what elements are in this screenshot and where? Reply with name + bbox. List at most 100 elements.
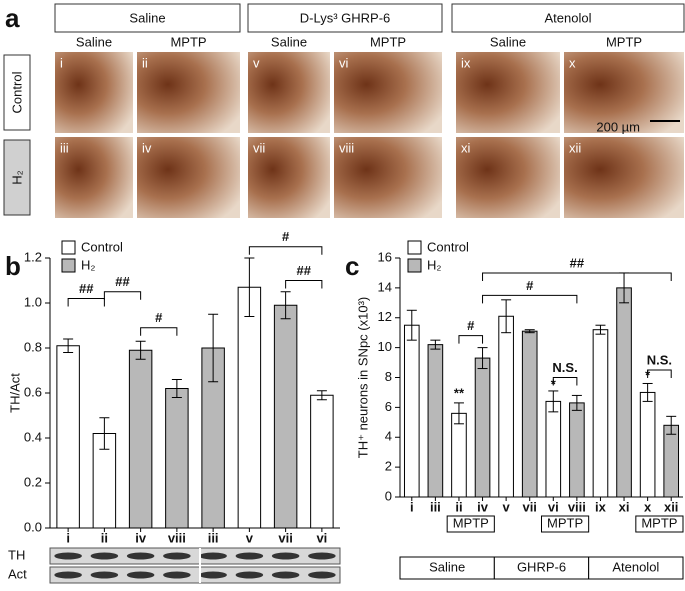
bar	[451, 412, 467, 498]
x-tick-label: xi	[619, 499, 630, 514]
blot-band	[163, 571, 191, 579]
scale-bar-label: 200 µm	[596, 119, 640, 134]
bar	[128, 349, 153, 529]
image-label: xi	[461, 140, 471, 155]
x-tick-label: iv	[135, 530, 147, 545]
legend-label: H₂	[427, 257, 441, 272]
significance-star: **	[454, 385, 465, 400]
treatment-box	[541, 515, 590, 533]
bar	[592, 329, 609, 498]
bracket-label: #	[282, 229, 290, 244]
legend-label: H₂	[81, 257, 95, 272]
treatment-label: MPTP	[641, 515, 677, 530]
x-tick-label: ii	[455, 499, 462, 514]
bracket	[552, 377, 578, 386]
bar	[56, 345, 80, 529]
bracket	[140, 327, 178, 336]
y-tick-label: 16	[378, 249, 392, 264]
bar	[616, 287, 632, 498]
bracket-label: ##	[297, 263, 312, 278]
image-label: i	[60, 55, 63, 70]
y-tick-label: 10	[378, 339, 392, 354]
x-tick-label: xii	[664, 499, 678, 514]
image-label: ix	[461, 55, 471, 70]
blot-band	[271, 552, 300, 560]
y-tick-label: 0.8	[24, 339, 42, 354]
legend-swatch	[407, 258, 422, 273]
y-axis-label: TH⁺ neurons in SNpc (x10³)	[355, 297, 370, 458]
bracket	[458, 335, 484, 344]
blot-label: TH	[8, 547, 25, 562]
bracket-label: #	[526, 278, 534, 293]
legend-label: Control	[427, 239, 469, 254]
blot-label: Act	[8, 566, 27, 581]
treatment-label: MPTP	[547, 515, 583, 530]
bracket	[482, 294, 578, 304]
group-box	[54, 3, 241, 33]
treatment-label: MPTP	[453, 515, 489, 530]
blot-band	[90, 571, 119, 579]
y-tick-label: 0.4	[24, 429, 42, 444]
micrograph	[55, 52, 133, 133]
panel-label: a	[5, 3, 20, 33]
image-label: viii	[339, 140, 354, 155]
bar	[663, 424, 680, 498]
blot-band	[163, 552, 191, 560]
x-tick-label: vii	[278, 530, 292, 545]
treatment-label: MPTP	[606, 34, 642, 49]
bracket	[482, 272, 672, 281]
micrograph	[456, 52, 560, 133]
treatment-label: Saline	[271, 34, 307, 49]
bar	[237, 286, 262, 529]
blot-band	[271, 571, 300, 579]
y-tick-label: 8	[385, 369, 392, 384]
blot-band	[308, 552, 336, 560]
bracket-label: #	[467, 318, 475, 333]
x-tick-label: v	[503, 499, 511, 514]
bar	[165, 388, 189, 529]
y-tick-label: 6	[385, 399, 392, 414]
group-label: Saline	[129, 10, 165, 25]
micrograph	[55, 137, 133, 218]
bracket	[103, 291, 142, 300]
blot-band	[235, 552, 264, 560]
x-tick-label: i	[66, 530, 70, 545]
group-box	[451, 3, 685, 33]
image-label: xii	[569, 140, 581, 155]
y-tick-label: 4	[385, 429, 392, 444]
x-tick-label: vi	[316, 530, 327, 545]
treatment-box	[635, 515, 684, 533]
x-tick-label: viii	[168, 530, 186, 545]
x-tick-label: v	[246, 530, 254, 545]
bracket	[647, 369, 672, 379]
blot-band	[54, 571, 82, 579]
image-label: v	[253, 55, 260, 70]
image-label: vii	[253, 140, 265, 155]
bar	[427, 344, 444, 498]
x-tick-label: viii	[568, 499, 586, 514]
group-box	[247, 3, 443, 33]
bracket-label: #	[155, 310, 163, 325]
micrograph	[334, 52, 442, 133]
blot-band	[126, 571, 155, 579]
row-box	[3, 54, 31, 131]
micrograph	[248, 137, 330, 218]
blot-strip	[49, 547, 341, 565]
bracket-label: ##	[115, 274, 130, 289]
bracket	[67, 298, 105, 307]
blot-band	[126, 552, 155, 560]
x-tick-label: vii	[522, 499, 536, 514]
treatment-label: MPTP	[170, 34, 206, 49]
y-tick-label: 14	[378, 279, 392, 294]
bar	[310, 394, 334, 529]
bracket-label: ##	[79, 281, 94, 296]
y-tick-label: 0	[385, 488, 392, 503]
x-tick-label: iii	[208, 530, 219, 545]
treatment-label: Saline	[490, 34, 526, 49]
micrograph	[564, 137, 684, 218]
x-tick-label: ii	[101, 530, 108, 545]
treatment-box	[446, 515, 495, 533]
panel-label: c	[345, 251, 359, 281]
micrograph	[456, 137, 560, 218]
